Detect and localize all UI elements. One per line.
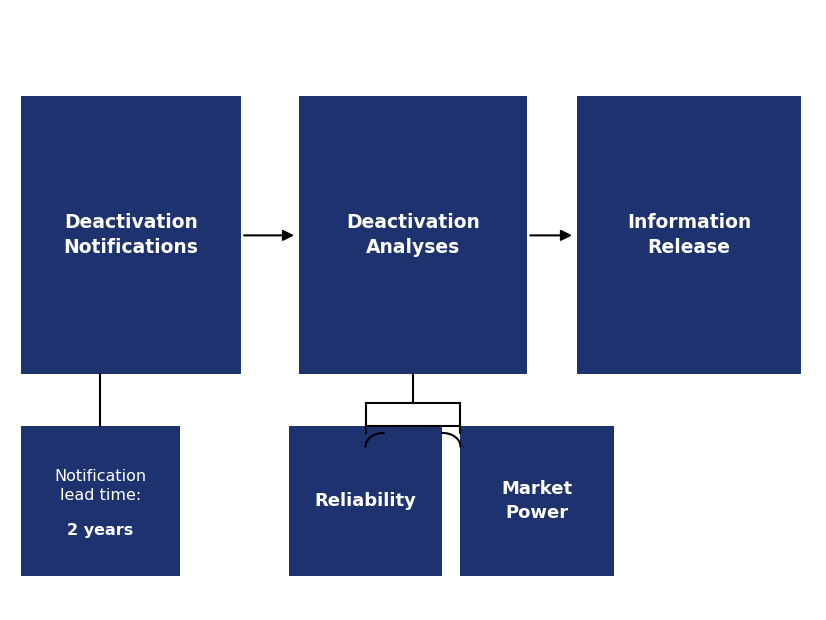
FancyBboxPatch shape — [577, 96, 801, 374]
FancyBboxPatch shape — [21, 426, 180, 576]
Text: Reliability: Reliability — [315, 492, 416, 510]
FancyBboxPatch shape — [21, 96, 241, 374]
FancyBboxPatch shape — [460, 426, 615, 576]
Text: 2 years: 2 years — [67, 523, 133, 538]
Text: Notification
lead time:: Notification lead time: — [55, 469, 146, 503]
Text: Market
Power: Market Power — [501, 480, 573, 522]
FancyBboxPatch shape — [289, 426, 443, 576]
Text: Information
Release: Information Release — [627, 213, 751, 257]
Text: Deactivation
Notifications: Deactivation Notifications — [64, 213, 198, 257]
Text: Deactivation
Analyses: Deactivation Analyses — [346, 213, 480, 257]
FancyBboxPatch shape — [298, 96, 528, 374]
